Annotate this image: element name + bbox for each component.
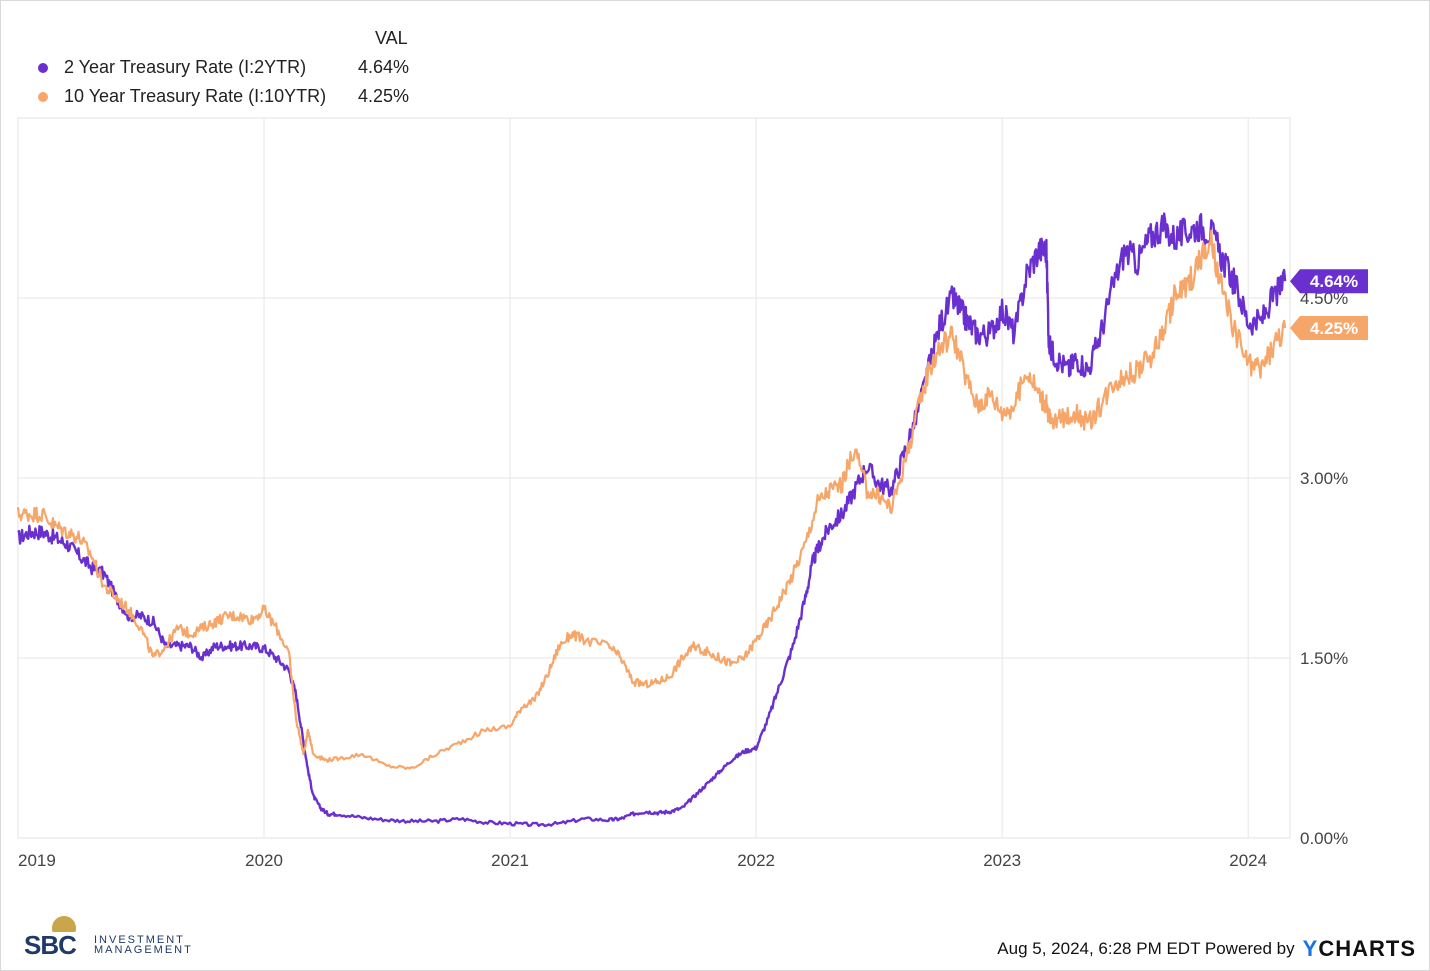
crest-icon bbox=[52, 916, 76, 932]
legend-header: VAL bbox=[375, 28, 408, 48]
ycharts-logo[interactable]: YCHARTS bbox=[1302, 936, 1416, 961]
end-label-text: 4.25% bbox=[1310, 319, 1358, 338]
x-tick-label: 2019 bbox=[18, 851, 56, 870]
series-2yr-dot bbox=[38, 63, 48, 73]
x-tick-label: 2020 bbox=[245, 851, 283, 870]
footer: Aug 5, 2024, 6:28 PM EDT Powered by YCHA… bbox=[997, 936, 1416, 962]
legend-item-value: 4.64% bbox=[358, 57, 410, 77]
logo-mark: SBC bbox=[24, 930, 77, 960]
end-label-text: 4.64% bbox=[1310, 272, 1358, 291]
legend-item-value: 4.25% bbox=[358, 86, 410, 106]
end-label-2yr bbox=[1290, 269, 1368, 294]
series-10yr-dot bbox=[38, 92, 48, 102]
legend-item-10yr[interactable]: 10 Year Treasury Rate (I:10YTR) 4.25% bbox=[30, 84, 430, 108]
x-tick-label: 2023 bbox=[983, 851, 1021, 870]
end-label-10yr bbox=[1290, 316, 1368, 340]
series-10yr-line bbox=[16, 229, 1287, 771]
x-tick-label: 2024 bbox=[1229, 851, 1267, 870]
legend-item-label: 2 Year Treasury Rate (I:2YTR) bbox=[64, 57, 307, 77]
y-tick-label: 4.50% bbox=[1300, 289, 1348, 308]
legend-item-label: 10 Year Treasury Rate (I:10YTR) bbox=[64, 86, 327, 106]
sbc-logo: SBC INVESTMENT MANAGEMENT bbox=[24, 916, 214, 960]
logo-text: INVESTMENT MANAGEMENT bbox=[94, 934, 193, 956]
series-2yr-line bbox=[17, 212, 1287, 828]
legend-item-2yr[interactable]: 2 Year Treasury Rate (I:2YTR) 4.64% bbox=[30, 55, 430, 79]
timestamp: Aug 5, 2024, 6:28 PM EDT Powered by bbox=[997, 939, 1295, 958]
x-tick-label: 2022 bbox=[737, 851, 775, 870]
x-tick-label: 2021 bbox=[491, 851, 529, 870]
y-tick-label: 0.00% bbox=[1300, 829, 1348, 848]
y-tick-label: 3.00% bbox=[1300, 469, 1348, 488]
y-tick-label: 1.50% bbox=[1300, 649, 1348, 668]
